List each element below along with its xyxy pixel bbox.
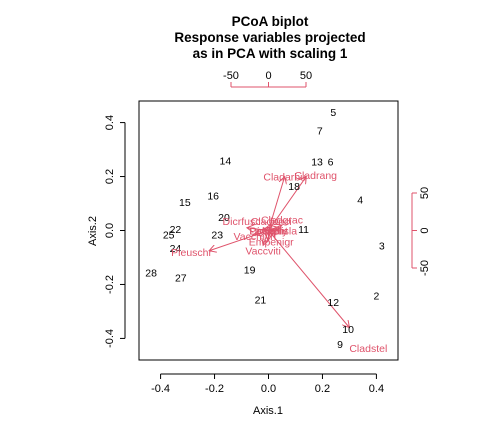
site-label: 5 <box>330 107 336 119</box>
top-tick-label: 0 <box>265 70 271 82</box>
y-tick-label: -0.2 <box>104 275 116 294</box>
y-tick-label: 0.4 <box>104 115 116 130</box>
x-tick-label: -0.4 <box>151 383 170 395</box>
site-label: 27 <box>175 273 187 285</box>
site-label: 16 <box>207 190 219 202</box>
x-tick-label: -0.2 <box>205 383 224 395</box>
right-tick-label: 0 <box>419 227 431 233</box>
site-label: 4 <box>357 194 363 206</box>
site-label: 12 <box>327 297 339 309</box>
top-axis: -50 0 50 <box>223 70 312 87</box>
top-tick-label: 50 <box>300 70 312 82</box>
site-label: 25 <box>163 230 175 242</box>
right-tick-label: 50 <box>419 187 431 199</box>
chart-title-line-2: Response variables projected <box>174 30 365 45</box>
top-tick-label: -50 <box>223 70 239 82</box>
species-label: Cladstel <box>349 343 387 355</box>
site-label: 6 <box>328 157 334 169</box>
y-tick-label: -0.4 <box>104 329 116 348</box>
species-label: Pleuschr <box>171 247 212 259</box>
site-label: 28 <box>145 267 157 279</box>
right-tick-label: -50 <box>419 260 431 276</box>
site-label: 13 <box>311 157 323 169</box>
site-label: 19 <box>244 265 256 277</box>
site-label: 2 <box>373 290 379 302</box>
site-label: 23 <box>211 230 223 242</box>
site-label: 21 <box>255 294 267 306</box>
x-tick-label: 0.0 <box>261 383 276 395</box>
site-label: 9 <box>337 339 343 351</box>
species-label: Cladrang <box>294 170 337 182</box>
y-tick-label: 0.0 <box>104 223 116 238</box>
x-tick-label: 0.2 <box>315 383 330 395</box>
species-label: Peltapht <box>249 226 288 238</box>
x-axis-label: Axis.1 <box>253 405 283 417</box>
x-tick-label: 0.4 <box>369 383 384 395</box>
y-axis-label: Axis.2 <box>87 216 99 246</box>
chart-title-line-3: as in PCA with scaling 1 <box>193 46 348 61</box>
right-axis: -50 0 50 <box>412 187 431 276</box>
site-label: 14 <box>219 155 231 167</box>
y-tick-label: 0.2 <box>104 169 116 184</box>
site-label: 3 <box>379 240 385 252</box>
site-label: 7 <box>317 126 323 138</box>
x-axis: -0.4 -0.2 0.0 0.2 0.4 <box>151 374 384 395</box>
y-axis: -0.4 -0.2 0.0 0.2 0.4 <box>104 115 125 348</box>
chart-title-line-1: PCoA biplot <box>232 14 309 29</box>
site-label: 10 <box>342 324 354 336</box>
site-label: 15 <box>179 197 191 209</box>
